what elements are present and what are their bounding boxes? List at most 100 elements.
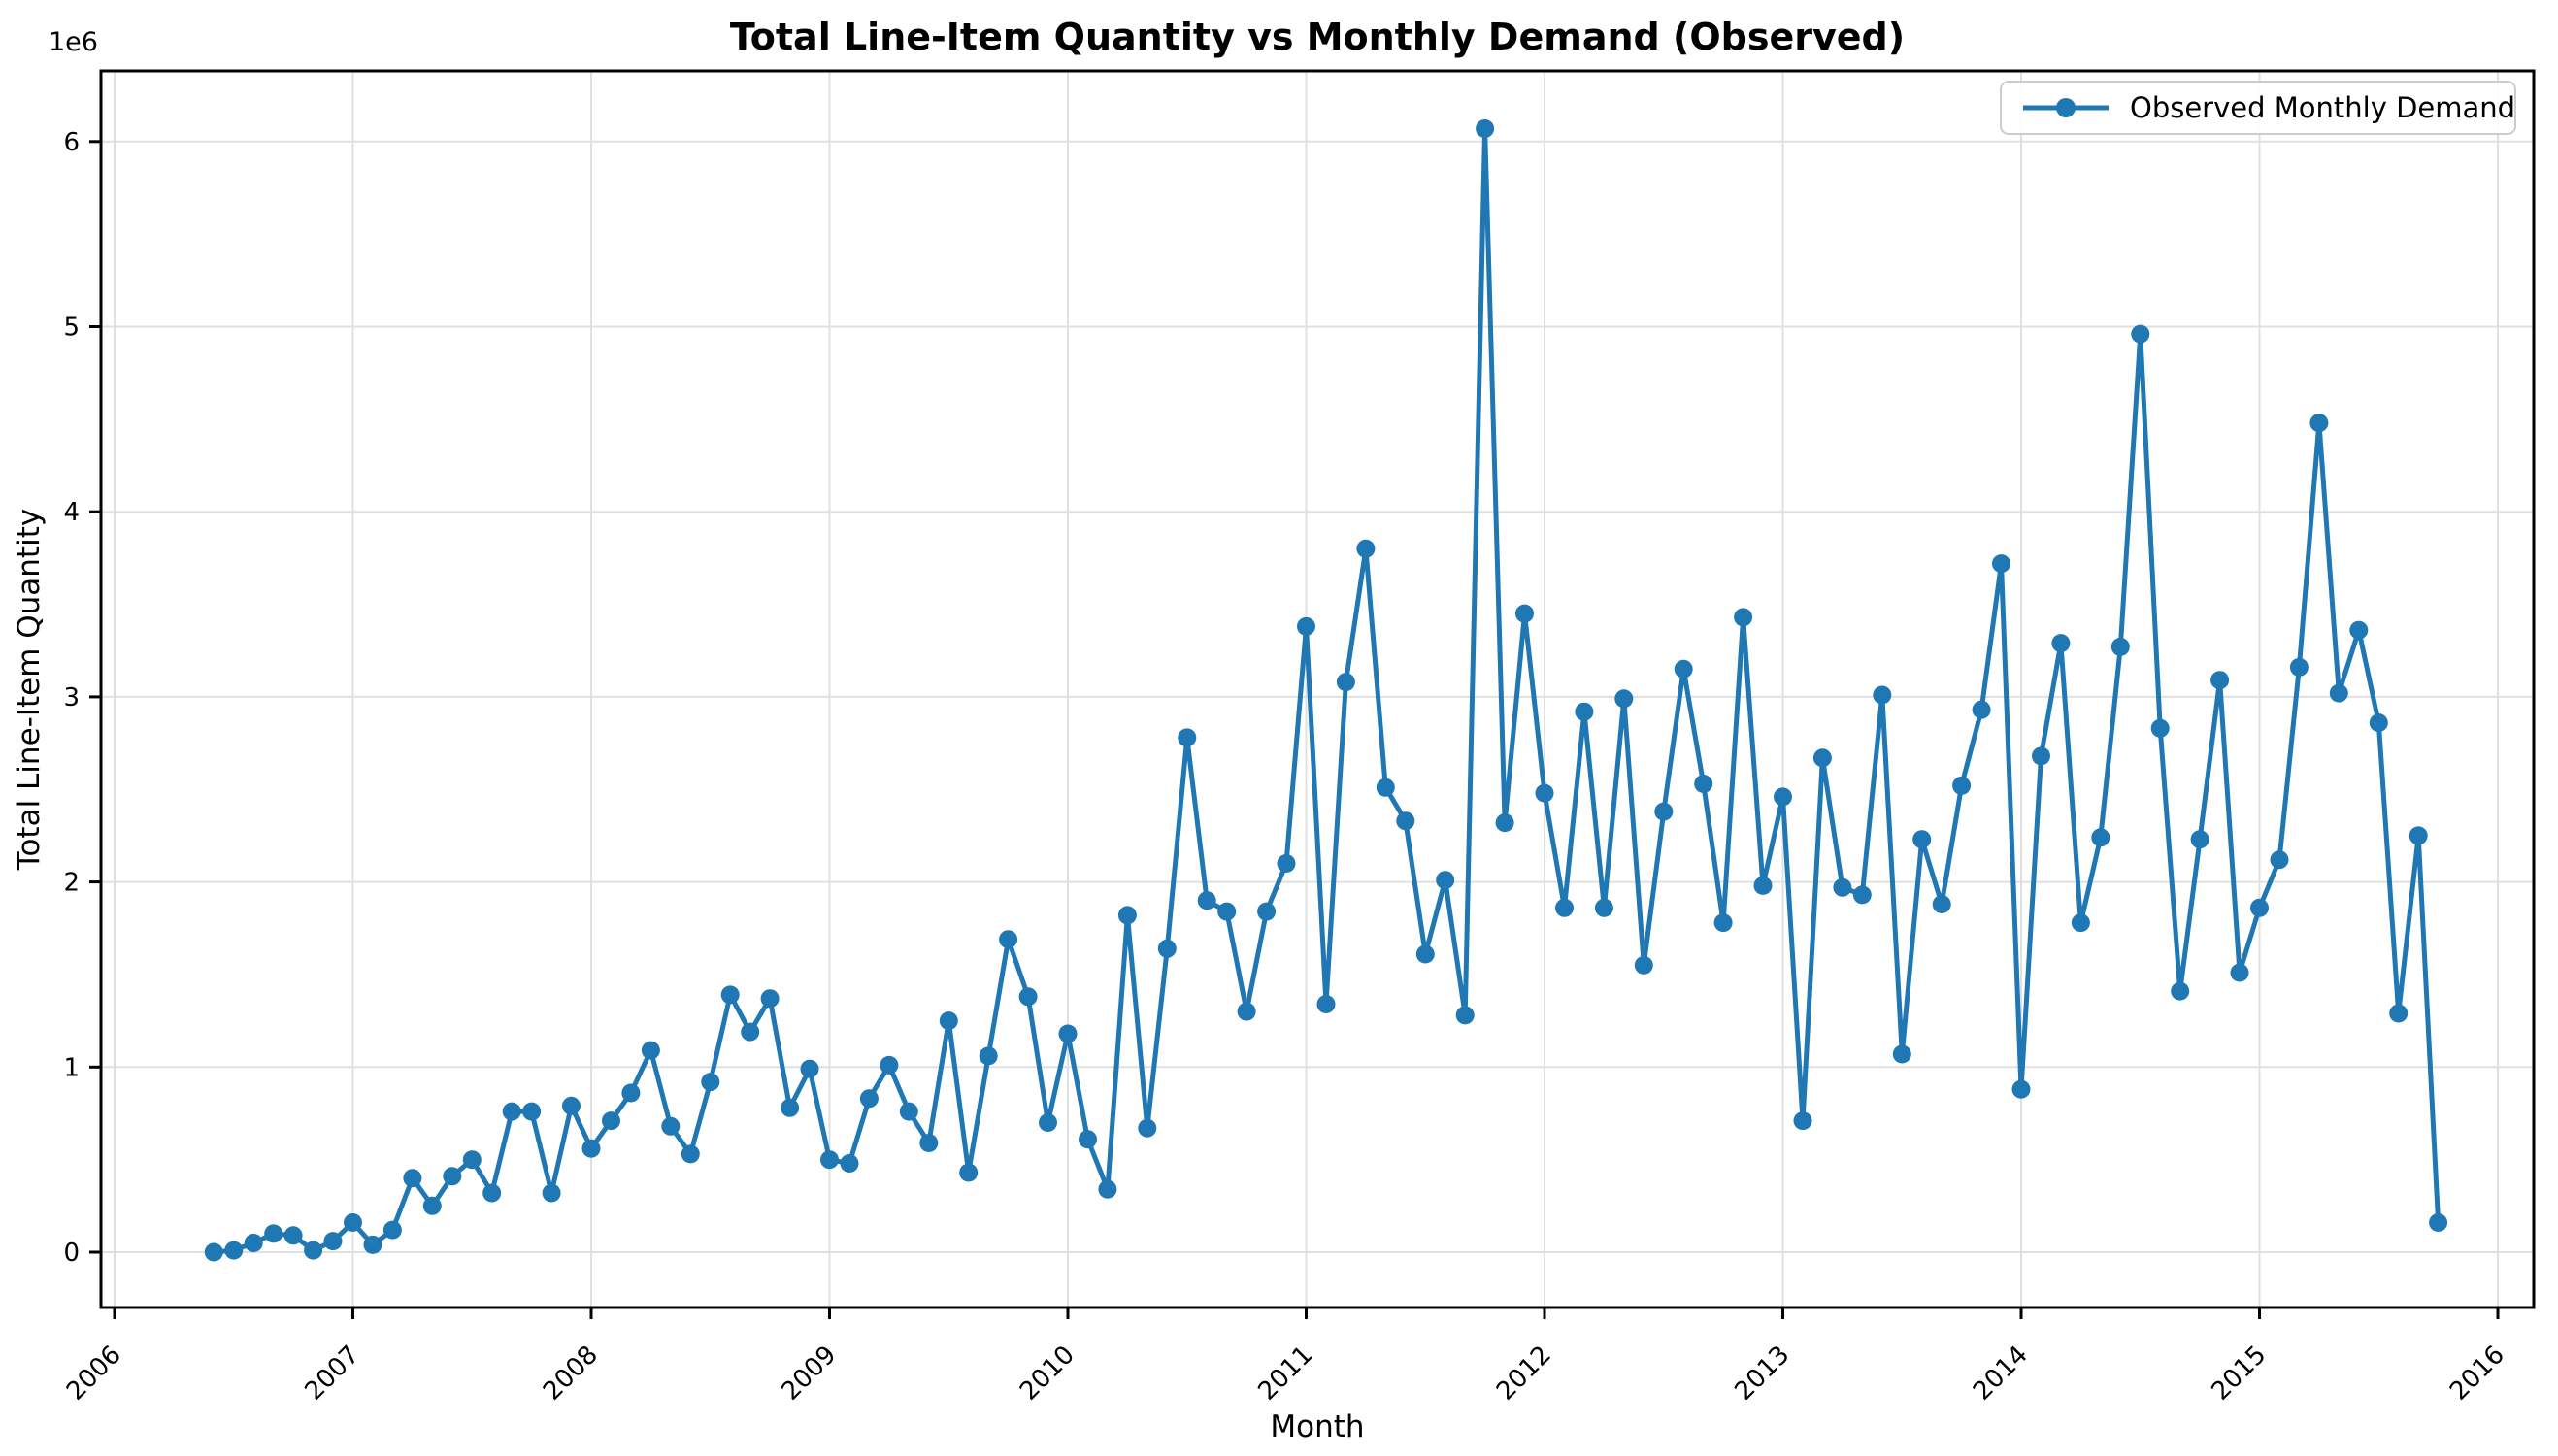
data-point-marker <box>2171 981 2190 1001</box>
data-point-marker <box>403 1169 422 1188</box>
data-point-marker <box>701 1073 720 1092</box>
data-point-marker <box>2289 657 2309 677</box>
y-tick-label: 0 <box>63 1239 80 1268</box>
data-point-marker <box>1058 1024 1078 1043</box>
data-point-marker <box>2091 828 2110 847</box>
data-point-marker <box>562 1096 581 1115</box>
x-tick-label: 2016 <box>2444 1340 2510 1406</box>
data-point-marker <box>1833 877 1852 897</box>
data-point-marker <box>999 930 1018 949</box>
x-tick-label: 2007 <box>299 1340 365 1406</box>
data-point-marker <box>1594 898 1613 917</box>
data-point-marker <box>741 1022 760 1042</box>
y-tick-label: 4 <box>63 498 80 527</box>
data-point-marker <box>1873 685 1892 705</box>
legend-line-marker-icon <box>2023 98 2109 117</box>
data-point-marker <box>781 1098 800 1117</box>
data-point-marker <box>1495 813 1514 833</box>
data-point-marker <box>1455 1006 1475 1025</box>
y-axis-offset-text: 1e6 <box>49 27 98 57</box>
data-point-marker <box>304 1241 323 1260</box>
legend: Observed Monthly Demand <box>2000 81 2516 135</box>
x-tick-label: 2009 <box>776 1340 842 1406</box>
data-point-marker <box>1614 689 1634 709</box>
data-point-marker <box>1297 616 1315 636</box>
x-axis-label: Month <box>1270 1409 1365 1444</box>
data-point-marker <box>2190 830 2209 849</box>
x-tick-label: 2010 <box>1014 1340 1080 1406</box>
data-point-marker <box>1734 608 1753 627</box>
y-tick-label: 6 <box>63 128 80 157</box>
data-point-marker <box>621 1083 641 1103</box>
data-point-marker <box>1812 748 1832 768</box>
data-point-marker <box>2270 850 2289 870</box>
x-tick-label: 2013 <box>1729 1340 1795 1406</box>
series-observed-monthly-demand <box>204 119 2448 1262</box>
data-point-marker <box>1535 783 1554 803</box>
data-point-marker <box>1774 787 1792 807</box>
data-point-marker <box>244 1234 263 1252</box>
data-point-marker <box>204 1242 223 1262</box>
data-point-marker <box>1396 811 1415 831</box>
data-point-marker <box>1555 898 1574 917</box>
data-point-marker <box>1436 871 1455 890</box>
data-point-marker <box>1098 1179 1117 1199</box>
data-point-marker <box>323 1232 343 1251</box>
data-point-marker <box>2150 718 2170 738</box>
x-tick-label: 2015 <box>2206 1340 2272 1406</box>
data-point-marker <box>1892 1044 1911 1064</box>
data-point-marker <box>1694 775 1713 793</box>
x-tick-label: 2012 <box>1491 1340 1557 1406</box>
data-point-marker <box>1138 1118 1157 1138</box>
data-point-marker <box>1178 728 1197 747</box>
data-point-marker <box>224 1241 244 1260</box>
data-point-marker <box>1932 895 1951 913</box>
data-point-marker <box>264 1224 283 1243</box>
data-point-marker <box>2011 1079 2031 1099</box>
data-point-marker <box>899 1102 918 1121</box>
data-point-marker <box>1157 939 1177 958</box>
data-point-marker <box>859 1089 879 1109</box>
data-point-marker <box>1079 1130 1097 1149</box>
data-point-marker <box>1018 987 1038 1007</box>
data-point-marker <box>1117 906 1137 925</box>
data-point-marker <box>1793 1111 1812 1131</box>
data-point-marker <box>840 1154 859 1173</box>
data-point-marker <box>1476 119 1495 138</box>
data-point-marker <box>1277 854 1296 873</box>
data-point-marker <box>1575 702 1594 721</box>
data-point-marker <box>2032 746 2050 766</box>
y-tick-label: 3 <box>63 683 80 712</box>
data-point-marker <box>2071 913 2090 933</box>
data-point-marker <box>1654 802 1674 821</box>
data-point-marker <box>2131 324 2150 344</box>
data-point-marker <box>1415 944 1435 964</box>
data-point-marker <box>1336 673 1355 692</box>
data-point-marker <box>382 1220 402 1240</box>
data-point-marker <box>542 1183 561 1203</box>
data-point-marker <box>661 1116 681 1136</box>
data-point-marker <box>482 1183 502 1203</box>
data-point-marker <box>800 1059 819 1078</box>
data-point-marker <box>1217 902 1237 921</box>
data-point-marker <box>919 1134 939 1152</box>
x-tick-label: 2006 <box>61 1340 127 1406</box>
data-point-marker <box>1257 902 1277 921</box>
data-point-marker <box>1634 955 1653 975</box>
data-point-marker <box>1039 1113 1057 1132</box>
data-point-marker <box>1753 876 1773 895</box>
gridlines <box>101 71 2534 1307</box>
data-point-marker <box>2369 713 2388 733</box>
data-point-marker <box>2309 414 2329 433</box>
data-point-marker <box>880 1055 899 1075</box>
data-point-marker <box>2329 683 2348 703</box>
axis-tick-labels: 2006 2007 2008 2009 2010 2011 2012 2013 2014 2015… <box>61 128 2510 1406</box>
y-tick-label: 5 <box>63 314 80 343</box>
data-point-marker <box>581 1139 601 1158</box>
axis-ticks <box>89 140 2500 1319</box>
data-point-marker <box>820 1150 839 1170</box>
data-point-marker <box>2110 637 2130 656</box>
data-point-marker <box>959 1163 979 1182</box>
